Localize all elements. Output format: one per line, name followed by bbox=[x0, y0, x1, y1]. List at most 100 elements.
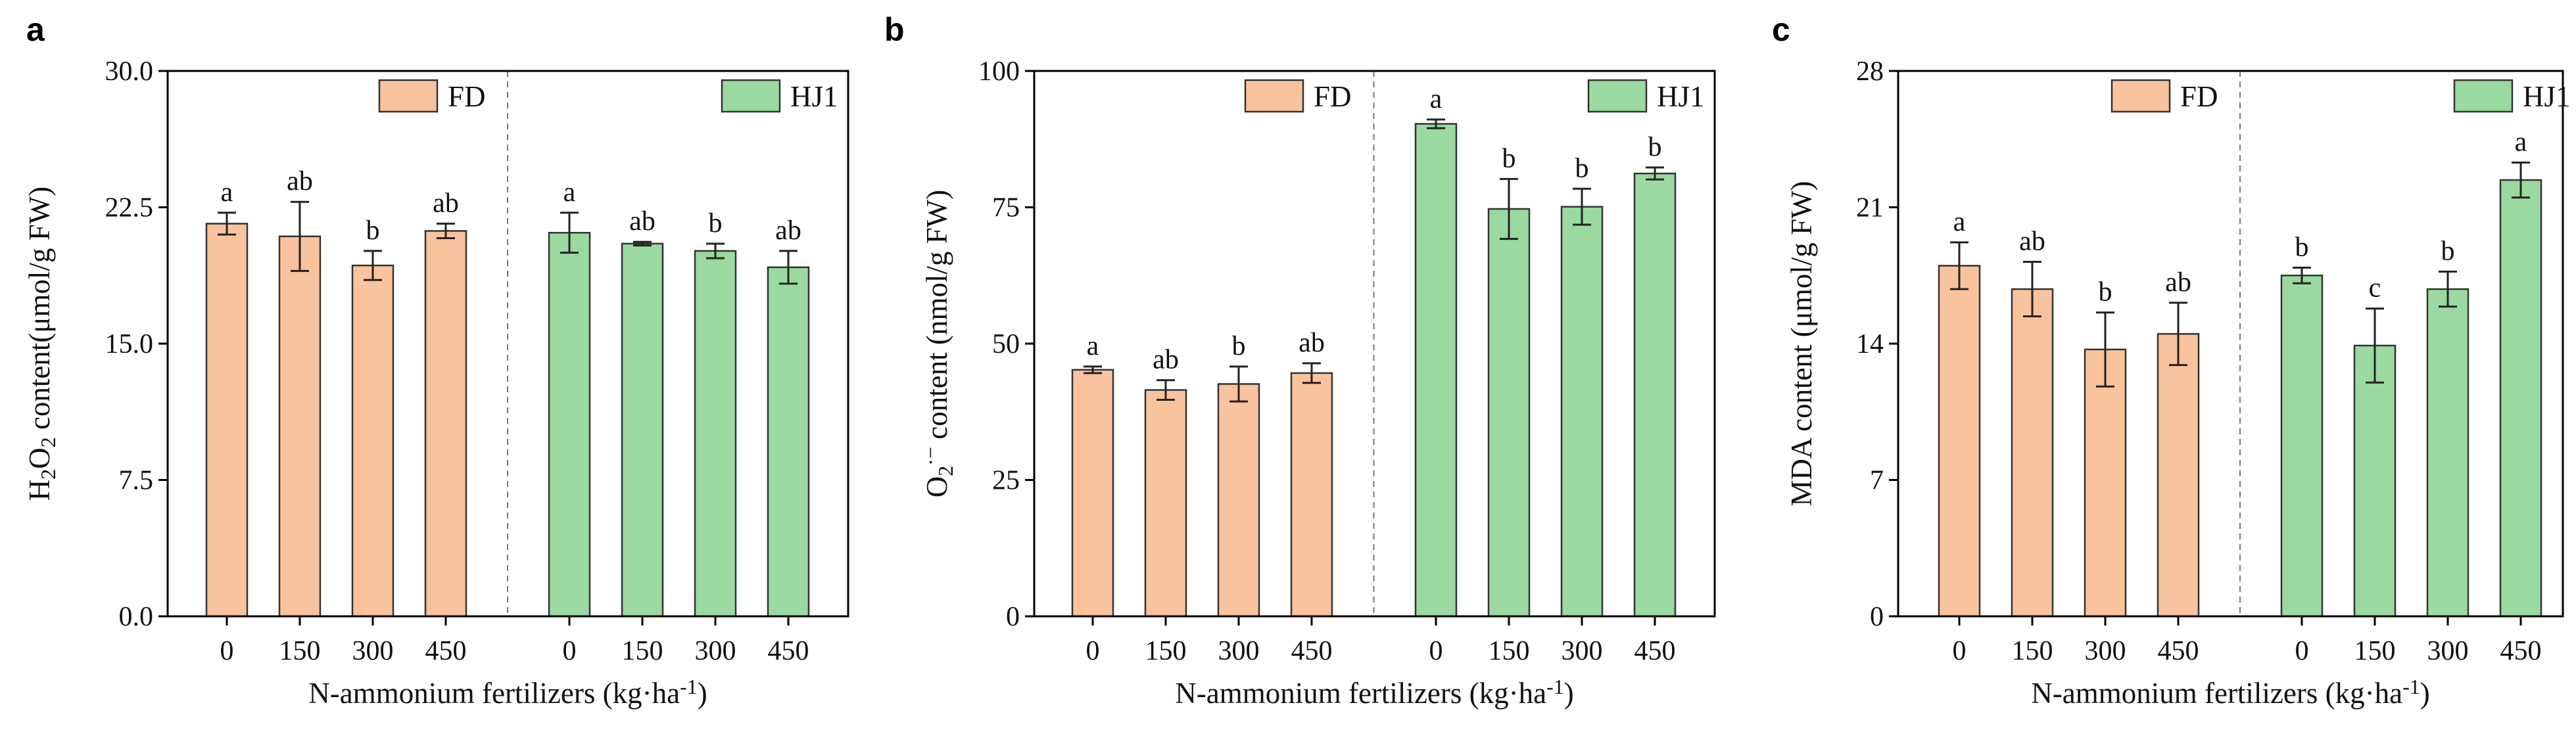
legend-label-FD: FD bbox=[2180, 80, 2218, 113]
y-tick-label: 22.5 bbox=[105, 193, 154, 223]
legend-swatch-HJ1 bbox=[2453, 79, 2514, 113]
x-tick-label: 0 bbox=[563, 636, 577, 666]
bar-FD-300 bbox=[351, 264, 394, 618]
y-axis-label: MDA content (μmol/g FW) bbox=[1785, 181, 1818, 506]
y-tick-label: 15.0 bbox=[105, 329, 154, 359]
y-axis-label-part: 2 bbox=[36, 437, 60, 447]
significance-letter: b bbox=[2099, 277, 2112, 307]
legend-swatch-HJ1 bbox=[1587, 79, 1648, 113]
x-axis-label: N-ammonium fertilizers (kg·ha-1) bbox=[2031, 675, 2429, 710]
y-axis-label-part: 2 bbox=[36, 469, 60, 480]
legend-swatch-FD bbox=[2111, 79, 2171, 113]
bar-FD-450 bbox=[424, 230, 467, 618]
bar-HJ1-150 bbox=[2353, 344, 2397, 618]
bar-FD-150 bbox=[2011, 288, 2054, 618]
significance-letter: a bbox=[2515, 127, 2527, 157]
x-tick-label: 450 bbox=[768, 636, 809, 666]
significance-letter: ab bbox=[1299, 328, 1325, 358]
y-tick-label: 7 bbox=[1870, 466, 1884, 496]
significance-letter: b bbox=[1575, 153, 1589, 183]
y-tick-label: 50 bbox=[992, 329, 1020, 359]
panel-b: b a 0 ab 150 b 300 ab 450 a 0 b 150 b 300 b 450 0 25 50 75 10… bbox=[884, 11, 1716, 710]
y-axis-label-part: 2 bbox=[934, 466, 957, 476]
bar-HJ1-0 bbox=[548, 231, 591, 618]
bar-FD-450 bbox=[1290, 372, 1333, 618]
significance-letter: b bbox=[2441, 236, 2455, 266]
y-axis-label-part: O bbox=[23, 447, 56, 469]
x-tick-label: 300 bbox=[352, 636, 394, 666]
y-axis-label-part: MDA content (μmol/g FW) bbox=[1785, 181, 1818, 506]
x-axis-label-sup: -1 bbox=[680, 675, 698, 698]
legend-label-HJ1: HJ1 bbox=[790, 80, 838, 113]
y-axis-label-part: content(μmol/g FW) bbox=[23, 187, 56, 438]
bar-HJ1-0 bbox=[2280, 275, 2324, 618]
bar-FD-0 bbox=[1938, 265, 1981, 618]
x-tick-label: 0 bbox=[2295, 636, 2309, 666]
legend-label-HJ1: HJ1 bbox=[1657, 80, 1705, 113]
significance-letter: b bbox=[2295, 232, 2309, 262]
y-axis-label-part: ·− bbox=[918, 447, 942, 466]
significance-letter: ab bbox=[2165, 267, 2191, 298]
y-tick-label: 7.5 bbox=[119, 466, 154, 496]
y-tick-label: 0.0 bbox=[119, 602, 154, 632]
bar-FD-150 bbox=[1144, 389, 1187, 618]
legend-swatch-FD bbox=[1244, 79, 1304, 113]
bar-FD-300 bbox=[2084, 348, 2127, 618]
panel-letter: b bbox=[884, 11, 905, 48]
bar-HJ1-450 bbox=[2499, 179, 2542, 618]
x-tick-label: 0 bbox=[1953, 636, 1967, 666]
bar-FD-0 bbox=[1071, 369, 1114, 618]
x-axis-label-end: ) bbox=[1564, 677, 1574, 710]
significance-letter: b bbox=[1502, 143, 1516, 173]
significance-letter: a bbox=[1087, 331, 1099, 361]
bar-HJ1-300 bbox=[1560, 206, 1604, 618]
x-axis-label: N-ammonium fertilizers (kg·ha-1) bbox=[1175, 675, 1573, 710]
y-axis-label-part: content (nmol/g FW) bbox=[920, 190, 953, 447]
significance-letter: b bbox=[1648, 132, 1662, 162]
x-tick-label: 150 bbox=[279, 636, 321, 666]
x-tick-label: 0 bbox=[1429, 636, 1443, 666]
y-tick-label: 28 bbox=[1856, 57, 1884, 87]
significance-letter: ab bbox=[629, 206, 656, 237]
significance-letter: a bbox=[1430, 84, 1443, 114]
legend-label-HJ1: HJ1 bbox=[2523, 80, 2571, 113]
y-tick-label: 30.0 bbox=[105, 57, 154, 87]
legend-swatch-HJ1 bbox=[721, 79, 781, 113]
legend-label-FD: FD bbox=[1314, 80, 1352, 113]
bar-HJ1-300 bbox=[694, 250, 737, 618]
y-axis-label: H2O2 content(μmol/g FW) bbox=[23, 187, 60, 501]
x-tick-label: 450 bbox=[1634, 636, 1676, 666]
x-tick-label: 150 bbox=[2012, 636, 2053, 666]
significance-letter: c bbox=[2369, 273, 2381, 304]
significance-letter: a bbox=[563, 177, 576, 208]
y-tick-label: 21 bbox=[1856, 193, 1884, 223]
x-tick-label: 450 bbox=[2158, 636, 2199, 666]
x-tick-label: 0 bbox=[220, 636, 234, 666]
x-axis-label-sup: -1 bbox=[1546, 675, 1564, 698]
significance-letter: b bbox=[366, 216, 380, 246]
x-tick-label: 300 bbox=[695, 636, 736, 666]
bar-HJ1-450 bbox=[1633, 172, 1677, 618]
bar-HJ1-150 bbox=[621, 242, 664, 618]
x-axis-label-main: N-ammonium fertilizers (kg·ha bbox=[2031, 677, 2402, 710]
y-axis-label-part: O bbox=[920, 476, 953, 498]
significance-letter: ab bbox=[2019, 227, 2045, 257]
legend-swatch-FD bbox=[378, 79, 439, 113]
y-tick-label: 14 bbox=[1856, 329, 1884, 359]
bar-FD-150 bbox=[278, 235, 322, 618]
x-tick-label: 150 bbox=[622, 636, 663, 666]
y-tick-label: 25 bbox=[992, 466, 1020, 496]
y-tick-label: 0 bbox=[1870, 602, 1884, 632]
significance-letter: ab bbox=[287, 166, 313, 196]
x-axis-label: N-ammonium fertilizers (kg·ha-1) bbox=[308, 675, 707, 710]
y-axis-label-part: H bbox=[23, 480, 56, 501]
x-tick-label: 450 bbox=[2500, 636, 2542, 666]
bar-HJ1-300 bbox=[2426, 288, 2469, 618]
significance-letter: ab bbox=[775, 216, 801, 246]
significance-letter: a bbox=[1953, 207, 1966, 237]
panel-letter: a bbox=[26, 11, 45, 48]
x-axis-label-end: ) bbox=[698, 677, 707, 710]
y-tick-label: 100 bbox=[978, 57, 1020, 87]
x-axis-label-main: N-ammonium fertilizers (kg·ha bbox=[1175, 677, 1546, 710]
